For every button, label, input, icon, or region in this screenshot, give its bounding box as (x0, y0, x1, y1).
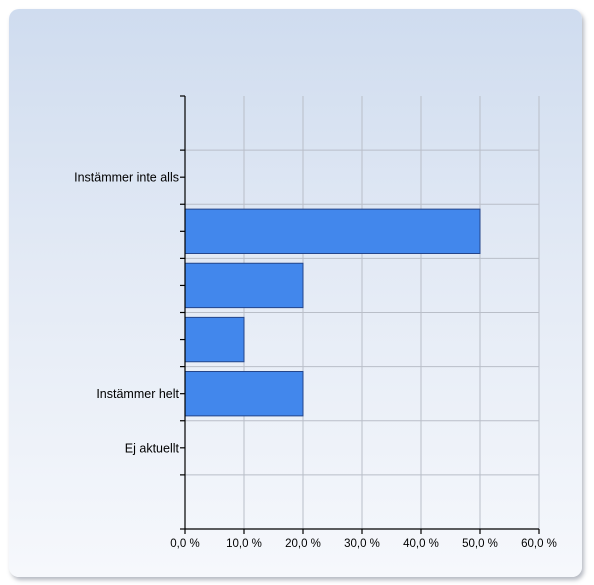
y-category-label: Instämmer helt (96, 387, 179, 401)
x-tick-label: 20,0 % (285, 538, 321, 550)
bar (184, 370, 304, 417)
y-category-label: Instämmer inte alls (74, 171, 179, 185)
x-tick-label: 60,0 % (521, 538, 557, 550)
x-tick-label: 50,0 % (462, 538, 498, 550)
y-category-label: Ej aktuellt (125, 441, 180, 455)
x-tick-label: 30,0 % (344, 538, 380, 550)
bars (184, 208, 481, 417)
bar (184, 316, 245, 363)
bar (184, 262, 304, 309)
grid-lines (185, 96, 540, 529)
bar (184, 208, 481, 255)
x-axis-ticks: 0,0 % 10,0 % 20,0 % 30,0 % 40,0 % 50,0 % 60,0 … (170, 529, 557, 550)
x-tick-label: 40,0 % (403, 538, 439, 550)
x-tick-label: 0,0 % (170, 538, 199, 550)
y-axis-ticks: Instämmer inte alls Instämmer helt Ej aktu… (74, 95, 185, 530)
x-tick-label: 10,0 % (226, 538, 262, 550)
